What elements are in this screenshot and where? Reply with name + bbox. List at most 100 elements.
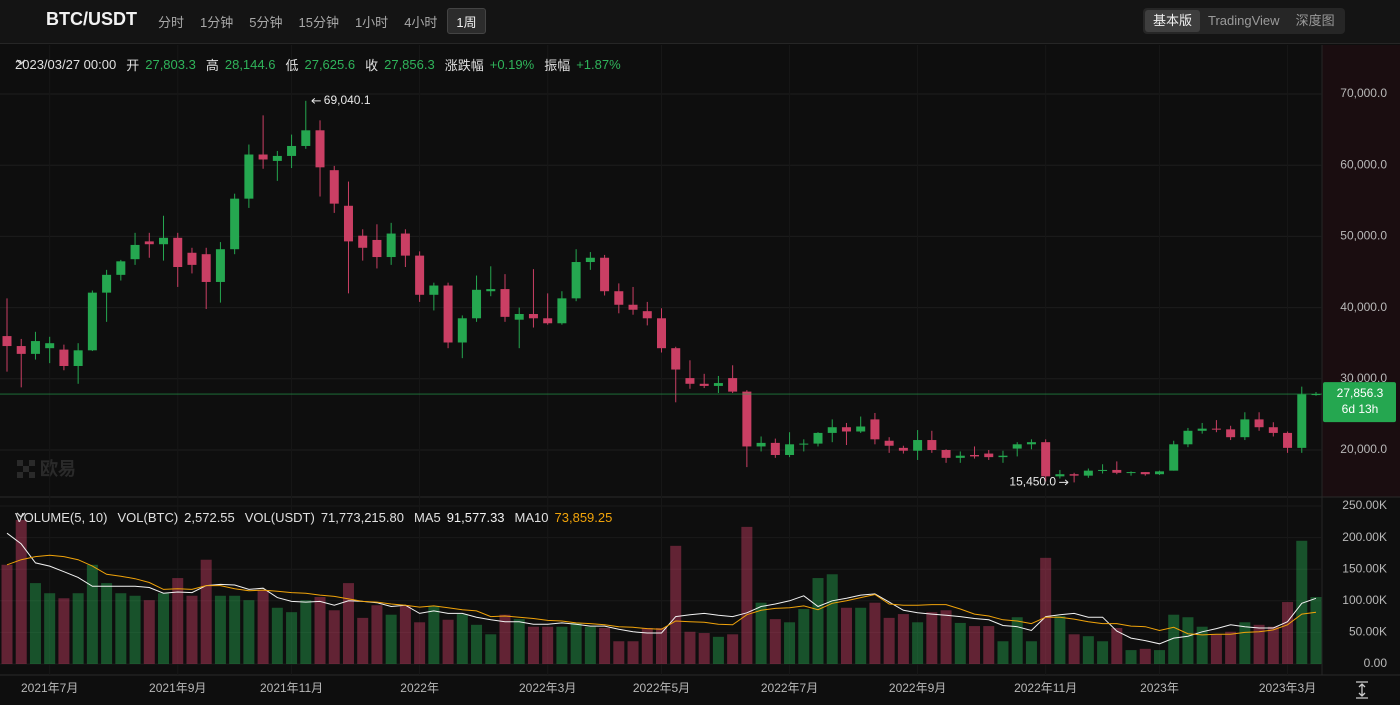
- info-toggle[interactable]: [16, 59, 26, 65]
- volume-legend-value: 2,572.55: [184, 509, 235, 525]
- ohlc-info: 2023/03/27 00:00 开 27,803.3 高 28,144.6 低 27,6…: [15, 55, 625, 73]
- candle-body: [1240, 419, 1250, 438]
- candle-body: [201, 254, 211, 282]
- interval-tab[interactable]: 1小时: [354, 15, 389, 30]
- candle-body: [841, 427, 851, 432]
- volume-bar: [499, 614, 511, 664]
- x-tick-label: 2022年9月: [889, 681, 946, 695]
- info-date: 2023/03/27 00:00: [15, 56, 117, 72]
- volume-bar: [243, 600, 255, 664]
- candle-body: [258, 154, 268, 160]
- candle-body: [272, 155, 282, 161]
- candle-body: [1268, 427, 1278, 433]
- interval-tab[interactable]: 5分钟: [249, 15, 283, 30]
- volume-bar: [584, 626, 596, 664]
- interval-tab[interactable]: 4小时: [404, 15, 438, 30]
- volume-bar: [1139, 648, 1151, 664]
- volume-bar: [485, 634, 497, 664]
- volume-tick-label: 0.00: [1364, 656, 1388, 670]
- watermark: 欧易: [40, 458, 76, 479]
- volume-bar: [72, 593, 84, 664]
- info-value: 27,803.3: [145, 56, 196, 72]
- ma-line: [6, 532, 1317, 645]
- volume-bar: [1282, 602, 1294, 664]
- candle-body: [742, 391, 752, 447]
- volume-bar: [1125, 650, 1137, 664]
- volume-bar: [328, 610, 340, 664]
- candle-body: [770, 442, 780, 455]
- candle-body: [144, 241, 154, 245]
- y-tick-label: 40,000.0: [1340, 300, 1387, 314]
- x-tick-label: 2021年9月: [149, 681, 206, 695]
- candle-body: [1283, 432, 1293, 448]
- volume-bar: [627, 641, 639, 664]
- info-label: 涨跌幅: [444, 57, 484, 73]
- symbol[interactable]: BTC/USDT: [46, 9, 137, 29]
- candle-body: [2, 336, 12, 347]
- candle-body: [244, 154, 254, 199]
- volume-bar: [44, 593, 56, 664]
- candle-body: [970, 454, 980, 457]
- ma-legend-value: 91,577.33: [446, 509, 505, 525]
- volume-bar: [855, 607, 867, 664]
- x-tick-label: 2021年7月: [21, 681, 78, 695]
- candle-body: [30, 341, 40, 354]
- x-tick-label: 2023年3月: [1259, 681, 1316, 695]
- volume-bar: [471, 624, 483, 664]
- interval-tab[interactable]: 15分钟: [298, 15, 339, 30]
- info-label: 振幅: [544, 57, 571, 73]
- view-tab[interactable]: 基本版: [1145, 10, 1201, 32]
- scale-toggle[interactable]: [1356, 681, 1368, 699]
- candle-body: [685, 378, 695, 384]
- volume-bar: [158, 593, 170, 664]
- candle-body: [528, 314, 538, 319]
- candle-body: [1069, 474, 1079, 476]
- candle-body: [941, 450, 951, 458]
- candle-body: [45, 343, 55, 349]
- candle-body: [1026, 442, 1036, 445]
- volume-toggle[interactable]: [16, 512, 26, 518]
- volume-bar: [342, 583, 354, 664]
- last-price-box: [1323, 382, 1396, 423]
- candle-body: [785, 444, 795, 455]
- candle-body: [984, 453, 994, 458]
- candle-body: [756, 442, 766, 447]
- view-tab[interactable]: 深度图: [1295, 13, 1335, 28]
- candle-body: [358, 235, 368, 248]
- candle-body: [443, 285, 453, 343]
- candle-body: [1311, 394, 1321, 396]
- volume-bar: [15, 519, 27, 664]
- candle-body: [16, 346, 26, 354]
- view-tab[interactable]: TradingView: [1208, 13, 1280, 28]
- volume-bar: [897, 614, 909, 664]
- volume-bar: [670, 545, 682, 664]
- candle-body: [287, 145, 297, 156]
- ma-legend-value: 73,859.25: [554, 509, 613, 525]
- volume-bar: [456, 614, 468, 664]
- interval-tabs: 分时 1分钟 5分钟 15分钟 1小时 4小时 1周: [152, 8, 486, 34]
- volume-legend-value: 71,773,215.80: [320, 509, 404, 525]
- volume-bar: [712, 636, 724, 664]
- volume-bar: [1097, 641, 1109, 664]
- volume-bar: [599, 627, 611, 664]
- candle-body: [927, 440, 937, 451]
- interval-tab[interactable]: 1分钟: [200, 15, 234, 30]
- volume-tick-label: 150.00K: [1342, 561, 1387, 575]
- candle-body: [429, 285, 439, 295]
- candle-body: [400, 233, 410, 256]
- x-tick-label: 2022年5月: [633, 681, 690, 695]
- candle-body: [329, 170, 339, 204]
- interval-tab[interactable]: 分时: [158, 15, 185, 30]
- volume-bar: [257, 590, 269, 664]
- x-tick-label: 2022年3月: [519, 681, 576, 695]
- volume-bar: [812, 578, 824, 664]
- candle-body: [1055, 474, 1065, 477]
- volume-bar: [1054, 615, 1066, 664]
- volume-bar: [784, 622, 796, 664]
- volume-bar: [385, 614, 397, 664]
- volume-bar: [442, 619, 454, 664]
- candle-body: [386, 233, 396, 258]
- volume-bar: [840, 607, 852, 664]
- candle-body: [1098, 469, 1108, 471]
- interval-tab[interactable]: 1周: [447, 8, 486, 34]
